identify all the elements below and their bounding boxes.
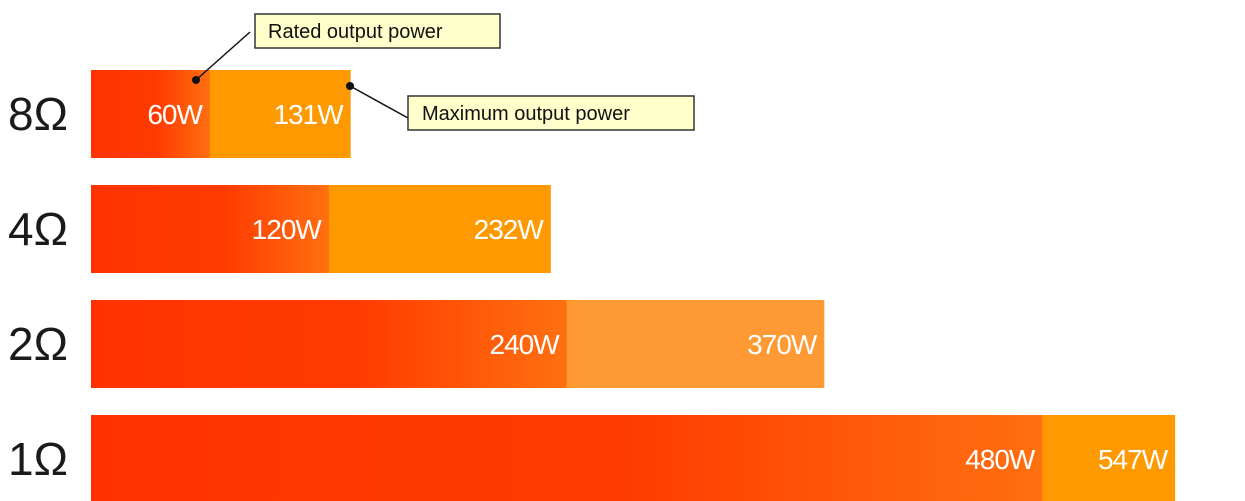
legend-callouts: Rated output power Maximum output power [192,13,695,131]
value-label-maximum: 232W [474,214,545,245]
rated-legend-label: Rated output power [268,21,443,43]
value-label-rated: 60W [147,99,203,130]
category-label: 1Ω [8,433,68,485]
category-labels: 8Ω 4Ω 2Ω 1Ω [8,88,68,485]
bars-layer: 60W 131W 120W 232W 240W 370W 480W 547W [91,70,1176,501]
value-label-rated: 120W [252,214,323,245]
bar-rated-8Ω [91,70,210,158]
maximum-legend-label: Maximum output power [422,103,630,125]
maximum-callout-dot [346,82,354,90]
category-label: 8Ω [8,88,68,140]
rated-callout-dot [192,76,200,84]
value-label-maximum: 131W [273,99,344,130]
bar-rated-4Ω [91,185,329,273]
value-label-maximum: 370W [747,329,818,360]
value-label-rated: 480W [965,444,1036,475]
category-label: 2Ω [8,318,68,370]
maximum-legend-box [407,95,695,131]
category-label: 4Ω [8,203,68,255]
bar-rated-1Ω [91,415,1043,501]
maximum-callout-line [349,85,409,119]
value-label-maximum: 547W [1098,444,1169,475]
bar-rated-2Ω [91,300,567,388]
rated-legend-box [254,13,501,49]
value-label-rated: 240W [490,329,561,360]
rated-callout-line [195,31,251,81]
